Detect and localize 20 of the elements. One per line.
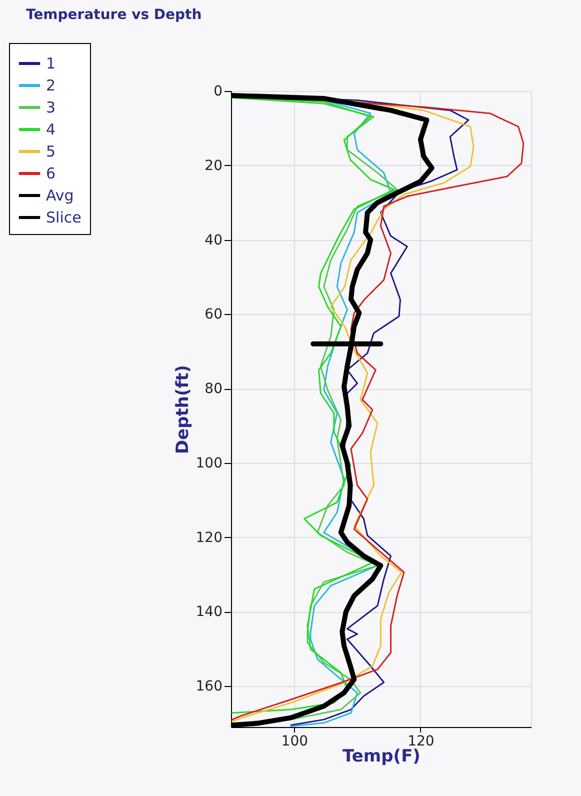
y-tick-label: 160 <box>196 678 222 695</box>
y-tick-label: 80 <box>204 381 222 398</box>
legend-label: 3 <box>46 98 56 116</box>
y-tick-label: 0 <box>214 84 222 100</box>
y-tick-label: 60 <box>204 306 222 323</box>
y-tick-label: 140 <box>196 604 222 620</box>
y-tick-label: 20 <box>204 158 222 174</box>
legend-label: 4 <box>46 120 56 138</box>
y-tick-label: 40 <box>204 232 222 248</box>
y-axis-title: Depth(ft) <box>172 364 193 454</box>
text: Temperature vs Depth <box>26 7 202 23</box>
legend-label: Slice <box>46 208 82 226</box>
legend-label: 2 <box>46 76 56 94</box>
legend-label: 1 <box>46 54 56 72</box>
legend-label: 6 <box>46 164 56 182</box>
legend-label: Avg <box>46 186 74 204</box>
legend-label: 5 <box>46 142 56 160</box>
y-tick-label: 100 <box>196 455 222 472</box>
x-axis-title: Temp(F) <box>342 746 420 766</box>
y-tick-label: 120 <box>196 530 222 546</box>
